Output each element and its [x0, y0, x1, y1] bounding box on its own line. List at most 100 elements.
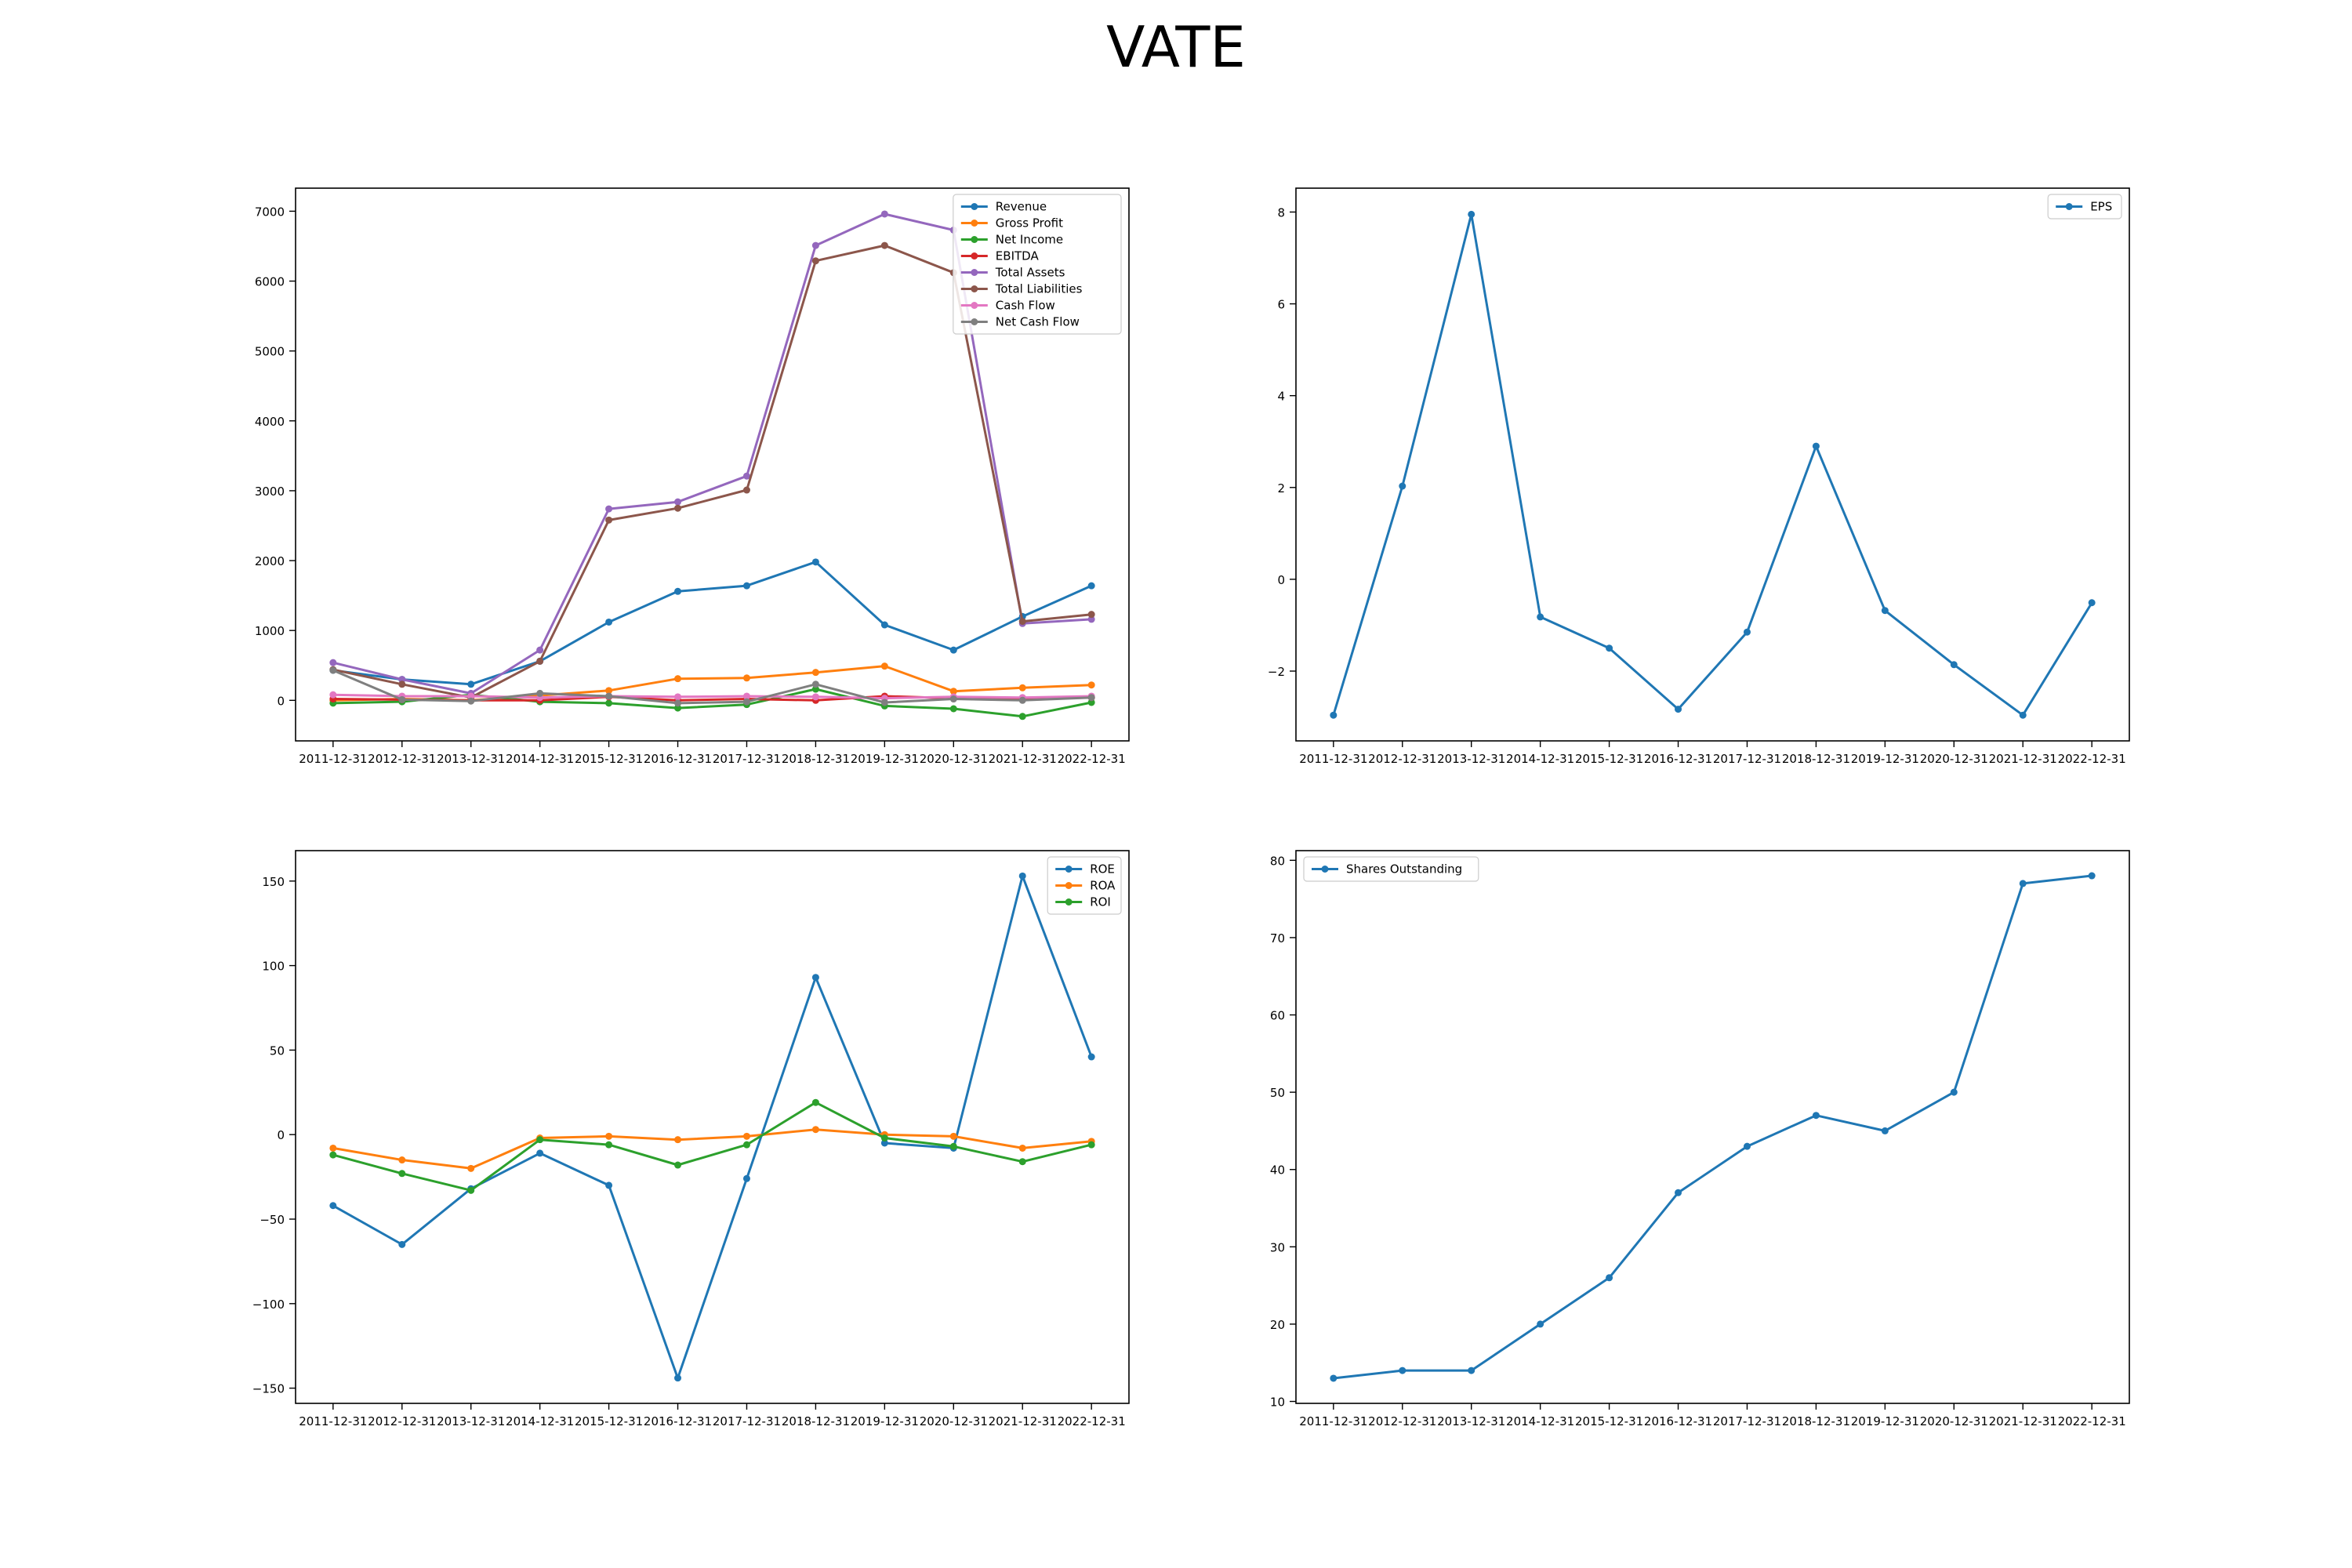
data-point [536, 646, 544, 654]
x-tick-label: 2012-12-31 [1368, 1414, 1436, 1428]
y-tick-label: 100 [262, 960, 285, 974]
series-line [1333, 874, 2092, 1380]
data-point [674, 1136, 682, 1144]
y-tick-label: 4 [1277, 390, 1285, 404]
data-point [880, 621, 888, 629]
axes-frame [295, 850, 1130, 1404]
legend-label: Gross Profit [996, 216, 1063, 230]
data-point [605, 1181, 613, 1189]
series-eps [1330, 210, 2096, 719]
data-point [1330, 1374, 1338, 1382]
axes-frame [1295, 187, 2130, 742]
data-point [674, 693, 682, 701]
x-tick-label: 2016-12-31 [644, 752, 712, 766]
data-point [1399, 482, 1406, 490]
data-point [1018, 1144, 1026, 1152]
x-tick-label: 2017-12-31 [1713, 1414, 1781, 1428]
data-point [742, 1174, 750, 1182]
x-tick-label: 2018-12-31 [1782, 752, 1850, 766]
y-tick-label: 2000 [255, 554, 285, 568]
x-tick-label: 2022-12-31 [1058, 752, 1126, 766]
data-point [674, 498, 682, 506]
data-point [1399, 1367, 1406, 1374]
x-tick-label: 2020-12-31 [920, 752, 988, 766]
legend-marker [971, 252, 978, 260]
x-tick-label: 2012-12-31 [368, 1414, 436, 1428]
x-tick-label: 2011-12-31 [299, 1414, 367, 1428]
data-point [742, 1132, 750, 1140]
data-point [880, 699, 888, 706]
data-point [811, 693, 819, 701]
series-shares-outstanding [1330, 872, 2096, 1382]
data-point [811, 241, 819, 249]
data-point [742, 472, 750, 480]
legend-label: ROE [1090, 862, 1115, 877]
data-point [1743, 1142, 1751, 1150]
legend-label: Total Liabilities [995, 282, 1083, 296]
data-point [811, 669, 819, 677]
data-point [674, 1374, 682, 1382]
legend-marker [971, 220, 978, 227]
x-tick-label: 2013-12-31 [437, 752, 505, 766]
data-point [1743, 628, 1751, 636]
data-point [811, 974, 819, 982]
data-point [742, 674, 750, 682]
data-point [398, 681, 406, 688]
y-tick-label: 30 [1270, 1240, 1285, 1254]
data-point [329, 1202, 337, 1210]
data-point [949, 646, 957, 654]
data-point [2088, 872, 2096, 880]
x-tick-label: 2014-12-31 [506, 752, 574, 766]
data-point [1087, 694, 1095, 702]
data-point [2019, 880, 2027, 887]
legend: EPS [2047, 194, 2122, 220]
data-point [742, 582, 750, 590]
x-tick-label: 2019-12-31 [851, 752, 919, 766]
data-point [949, 688, 957, 695]
legend-marker [971, 236, 978, 243]
x-tick-label: 2012-12-31 [1368, 752, 1436, 766]
y-tick-label: 0 [1277, 573, 1285, 587]
x-tick-label: 2021-12-31 [1989, 1414, 2057, 1428]
data-point [536, 1136, 544, 1144]
y-tick-label: 80 [1270, 854, 1285, 868]
legend-label: Net Cash Flow [996, 315, 1080, 329]
legend-marker [971, 318, 978, 325]
x-tick-label: 2018-12-31 [782, 752, 850, 766]
data-point [1812, 1112, 1820, 1120]
data-point [674, 704, 682, 712]
x-tick-label: 2018-12-31 [782, 1414, 850, 1428]
legend: Shares Outstanding [1303, 856, 1479, 882]
data-point [605, 505, 613, 513]
data-point [1087, 681, 1095, 689]
data-point [1018, 872, 1026, 880]
y-tick-label: 10 [1270, 1396, 1285, 1410]
data-point [949, 1142, 957, 1150]
x-tick-label: 2021-12-31 [1989, 752, 2057, 766]
legend-box [953, 194, 1122, 335]
data-point [674, 1161, 682, 1169]
data-point [1330, 711, 1338, 719]
x-tick-label: 2019-12-31 [1851, 1414, 1919, 1428]
series-line [332, 874, 1093, 1380]
x-tick-label: 2021-12-31 [989, 752, 1057, 766]
data-point [880, 662, 888, 670]
data-point [1675, 1189, 1682, 1196]
data-point [467, 692, 475, 700]
x-tick-label: 2017-12-31 [713, 752, 781, 766]
data-point [1881, 1127, 1889, 1134]
legend-label: ROA [1090, 879, 1116, 893]
y-tick-label: 3000 [255, 485, 285, 499]
data-point [811, 558, 819, 566]
data-point [1018, 713, 1026, 720]
data-point [811, 685, 819, 693]
data-point [605, 687, 613, 695]
data-point [605, 1132, 613, 1140]
series-revenue [329, 558, 1095, 688]
x-tick-label: 2017-12-31 [713, 1414, 781, 1428]
data-point [605, 516, 613, 524]
data-point [1881, 607, 1889, 615]
data-point [605, 1141, 613, 1149]
x-tick-label: 2020-12-31 [1920, 1414, 1988, 1428]
